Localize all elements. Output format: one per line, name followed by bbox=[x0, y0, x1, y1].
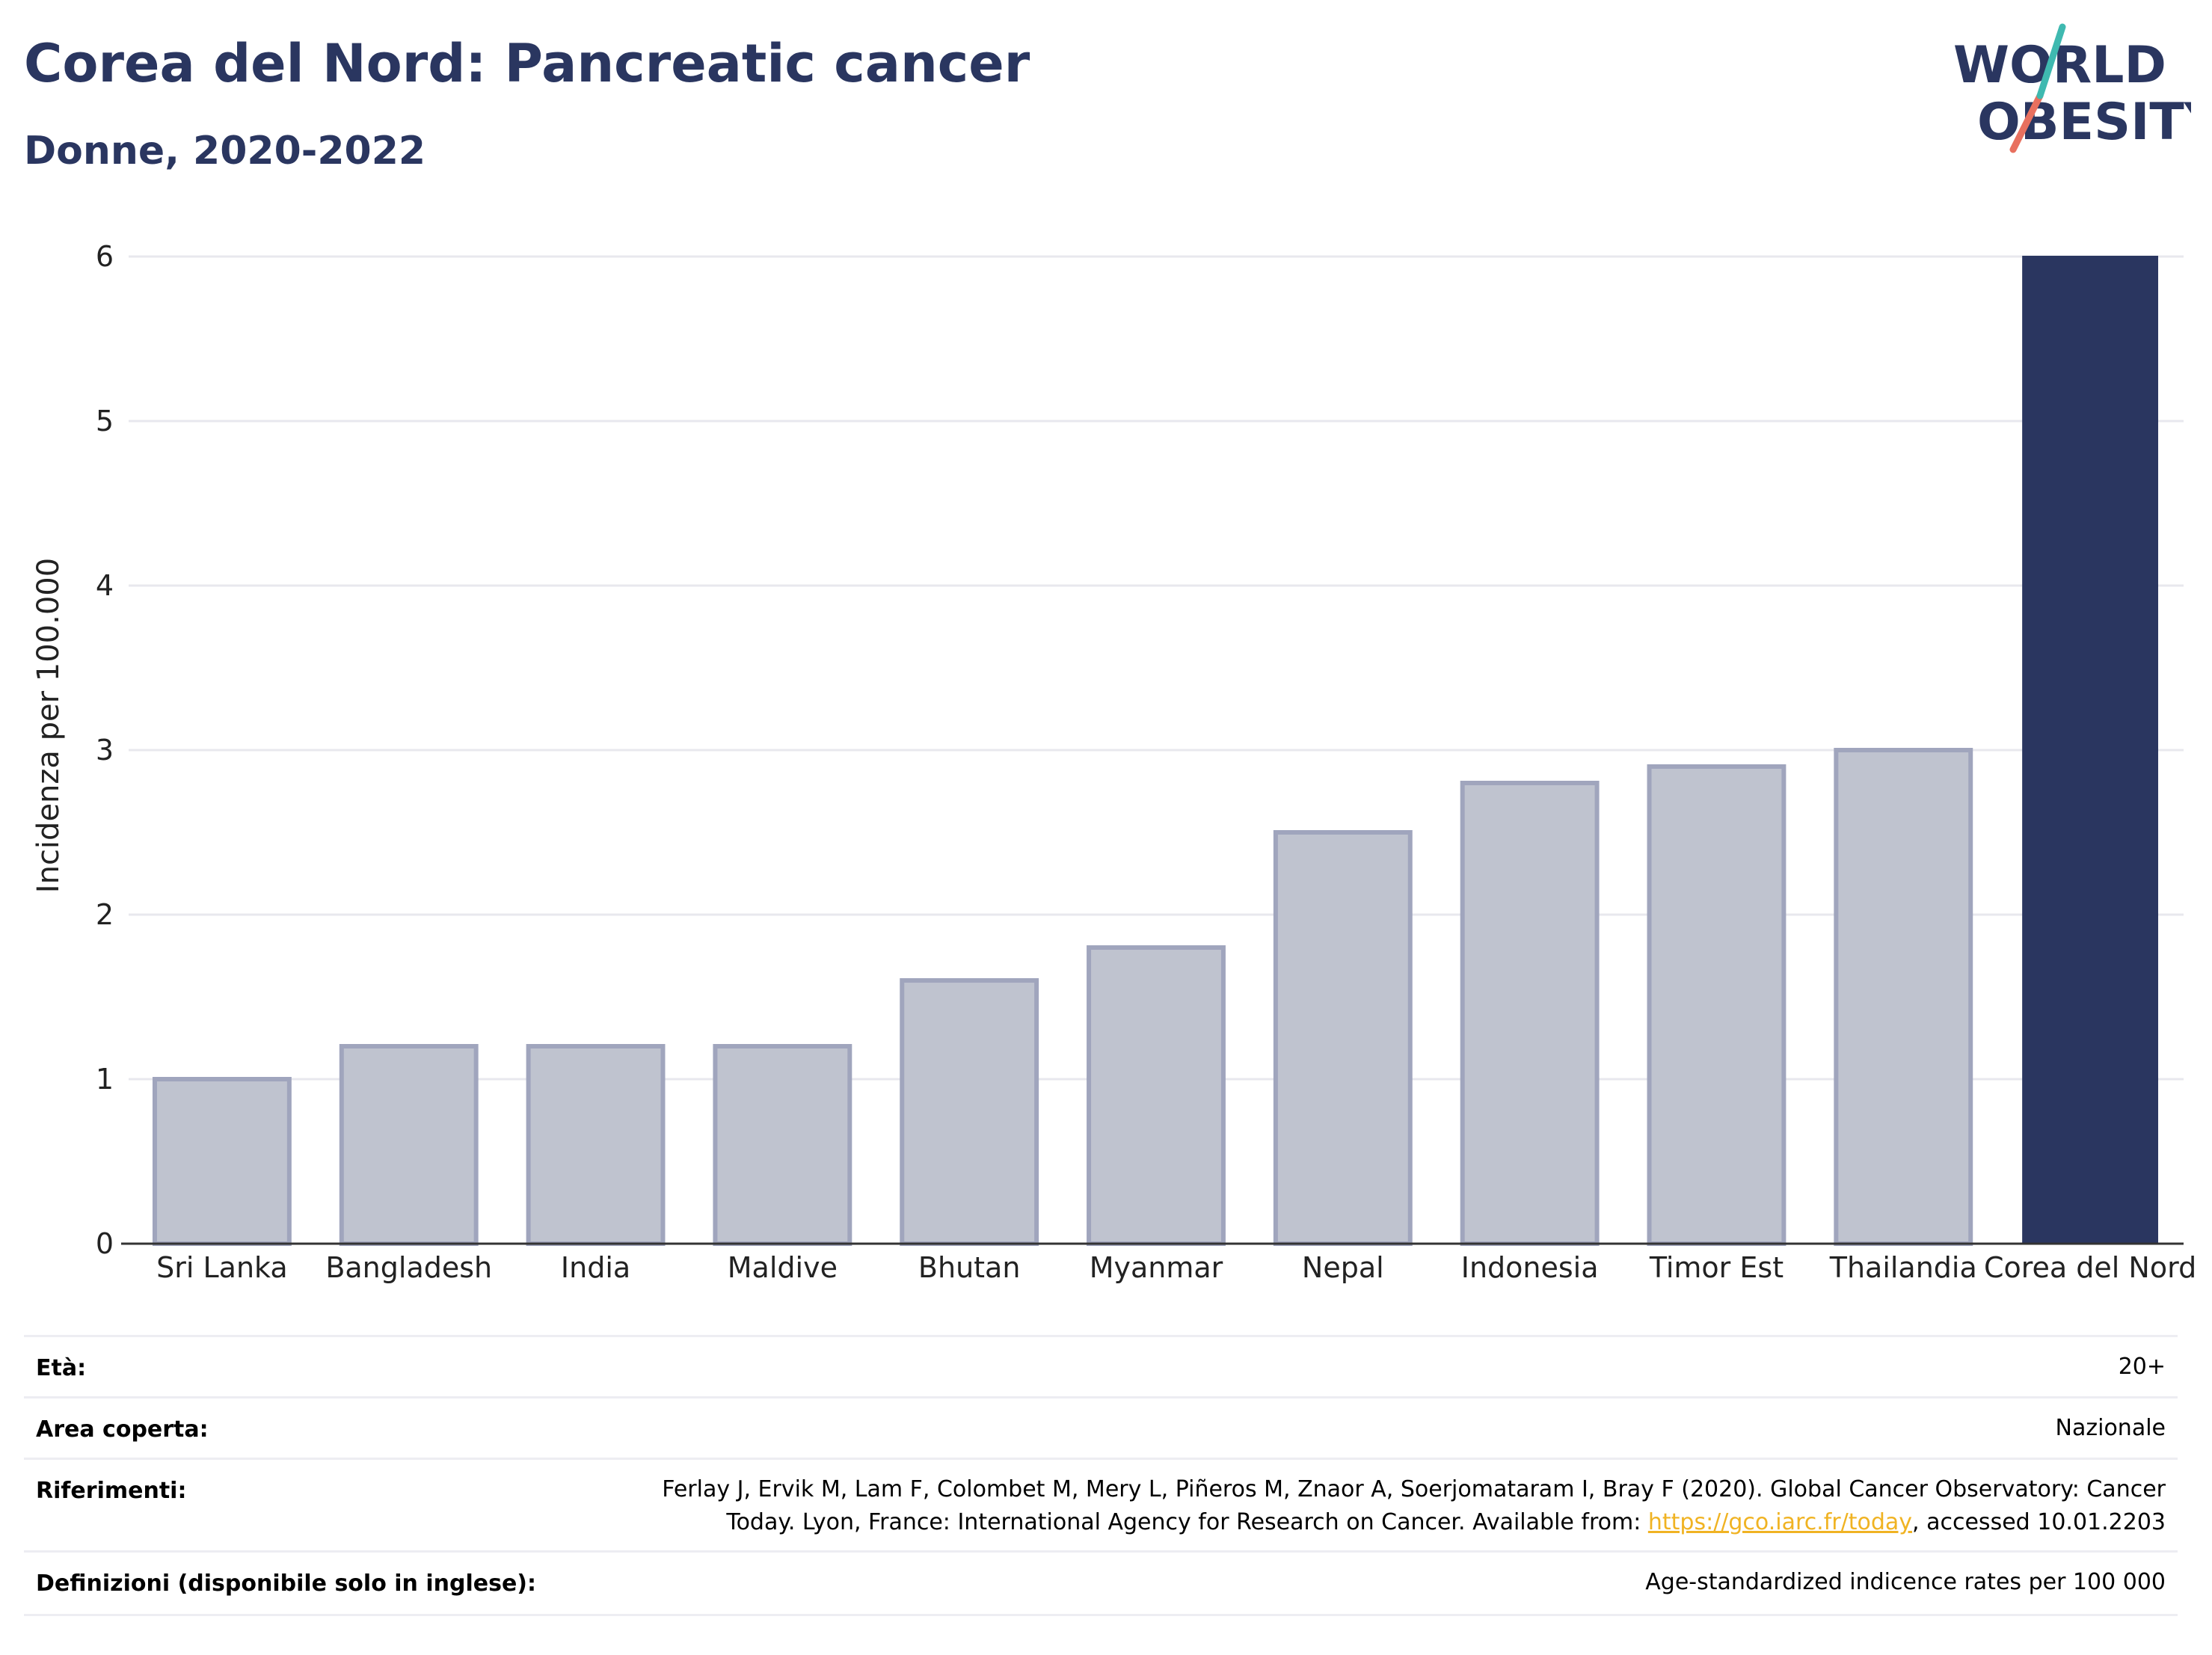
y-tick-label: 4 bbox=[96, 569, 114, 602]
chart-title: Corea del Nord: Pancreatic cancer bbox=[24, 33, 1030, 94]
meta-ref-line1: Ferlay J, Ervik M, Lam F, Colombet M, Me… bbox=[662, 1476, 2166, 1502]
logo-line2: OBESITY bbox=[1977, 93, 2191, 152]
y-tick-labels: 0 1 2 3 4 5 6 bbox=[96, 240, 114, 1260]
meta-ref-line2: Today. Lyon, France: International Agenc… bbox=[446, 1506, 2166, 1539]
chart-subtitle: Donne, 2020-2022 bbox=[24, 129, 426, 174]
meta-def-label: Definizioni (disponibile solo in inglese… bbox=[36, 1570, 536, 1597]
y-tick-label: 0 bbox=[96, 1227, 114, 1260]
bar-chart: 0 1 2 3 4 5 6 Sri Lanka Bangladesh India Maldive B… bbox=[31, 240, 2196, 1284]
meta-age-value: 20+ bbox=[2118, 1354, 2166, 1380]
meta-row-references: Riferimenti: Ferlay J, Ervik M, Lam F, C… bbox=[24, 1458, 2178, 1553]
meta-ref-line2-pre: Today. Lyon, France: International Agenc… bbox=[726, 1509, 1648, 1535]
meta-area-label: Area coperta: bbox=[36, 1416, 209, 1443]
y-tick-label: 3 bbox=[96, 734, 114, 767]
x-tick-label: India bbox=[561, 1251, 630, 1284]
x-tick-label: Corea del Nord bbox=[1984, 1251, 2196, 1284]
x-tick-label: Sri Lanka bbox=[156, 1251, 288, 1284]
meta-ref-line2-post: , accessed 10.01.2203 bbox=[1912, 1509, 2166, 1535]
x-tick-label: Bhutan bbox=[918, 1251, 1021, 1284]
y-tick-label: 2 bbox=[96, 898, 114, 931]
y-tick-label: 6 bbox=[96, 240, 114, 273]
x-tick-label: Timor Est bbox=[1649, 1251, 1784, 1284]
x-tick-label: Myanmar bbox=[1090, 1251, 1223, 1284]
meta-row-age: Età: 20+ bbox=[24, 1335, 2178, 1398]
meta-age-label: Età: bbox=[36, 1355, 87, 1381]
bars bbox=[152, 256, 2159, 1246]
x-tick-label: Nepal bbox=[1302, 1251, 1384, 1284]
x-tick-labels: Sri Lanka Bangladesh India Maldive Bhutan Mya… bbox=[156, 1251, 2196, 1284]
bar-timor-est bbox=[1647, 764, 1787, 1246]
bar-bhutan bbox=[900, 978, 1039, 1246]
y-tick-label: 5 bbox=[96, 405, 114, 437]
bar-nepal bbox=[1273, 830, 1413, 1246]
world-obesity-logo: WORLD OBESITY bbox=[1953, 23, 2191, 153]
meta-row-area: Area coperta: Nazionale bbox=[24, 1396, 2178, 1460]
x-tick-label: Indonesia bbox=[1461, 1251, 1599, 1284]
x-tick-label: Thailandia bbox=[1829, 1251, 1977, 1284]
bar-thailandia bbox=[1834, 748, 1973, 1246]
bar-myanmar bbox=[1087, 945, 1226, 1246]
meta-def-value: Age-standardized indicence rates per 100… bbox=[1645, 1569, 2166, 1595]
x-tick-label: Maldive bbox=[728, 1251, 838, 1284]
y-tick-label: 1 bbox=[96, 1063, 114, 1096]
bar-bangladesh bbox=[339, 1044, 479, 1246]
meta-ref-label: Riferimenti: bbox=[36, 1478, 187, 1504]
x-tick-label: Bangladesh bbox=[325, 1251, 492, 1284]
meta-row-definitions: Definizioni (disponibile solo in inglese… bbox=[24, 1550, 2178, 1616]
bar-indonesia bbox=[1460, 781, 1600, 1246]
bar-maldive bbox=[713, 1044, 852, 1246]
meta-ref-value: Ferlay J, Ervik M, Lam F, Colombet M, Me… bbox=[446, 1473, 2166, 1539]
reference-link[interactable]: https://gco.iarc.fr/today bbox=[1647, 1509, 1913, 1535]
bar-sri-lanka bbox=[152, 1077, 292, 1246]
bar-corea-del-nord bbox=[2022, 256, 2159, 1244]
y-axis-label: Incidenza per 100.000 bbox=[31, 558, 66, 893]
meta-area-value: Nazionale bbox=[2055, 1415, 2166, 1441]
bar-india bbox=[526, 1044, 666, 1246]
